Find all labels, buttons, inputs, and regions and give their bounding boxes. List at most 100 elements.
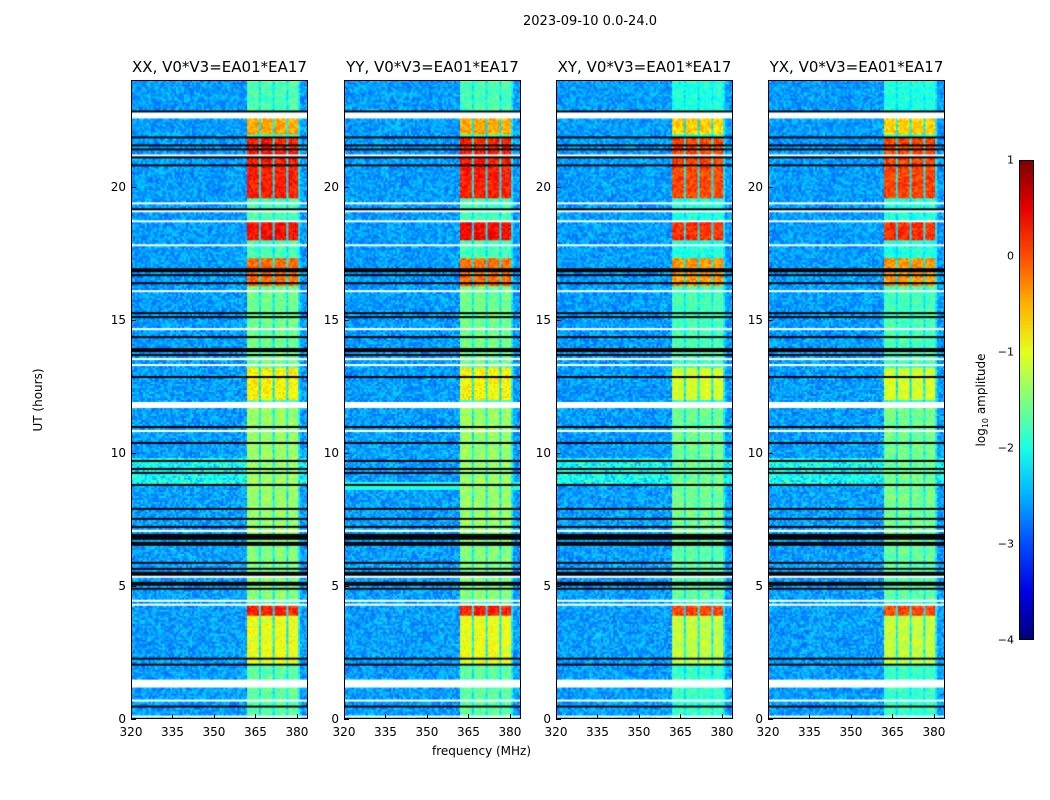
y-axis-label: UT (hours): [31, 368, 45, 432]
heatmap-image: [344, 80, 521, 719]
heatmap-image: [768, 80, 945, 719]
y-tick-label: 15: [110, 312, 126, 327]
x-tick-mark: [468, 714, 470, 719]
y-tick-mark: [131, 319, 136, 321]
x-tick-label: 380: [285, 725, 309, 739]
panel-4: YX, V0*V3=EA01*EA17 320 335 350 365 380 0 5 10 15…: [748, 58, 946, 739]
y-tick-mark: [768, 319, 773, 321]
x-tick-mark: [809, 714, 811, 719]
y-tick-mark: [556, 719, 561, 720]
x-tick-label: 380: [922, 725, 946, 739]
y-tick-mark: [344, 452, 349, 454]
x-tick-label: 335: [374, 725, 397, 739]
y-tick-label: 10: [747, 445, 763, 460]
x-tick-label: 350: [202, 725, 226, 739]
y-tick-label: 20: [323, 179, 339, 194]
panel-title: XX, V0*V3=EA01*EA17: [132, 58, 307, 76]
y-tick-label: 20: [747, 179, 763, 194]
y-tick-mark: [768, 719, 773, 720]
y-tick-label: 15: [323, 312, 339, 327]
x-axis-label: frequency (MHz): [432, 744, 532, 758]
y-tick-mark: [556, 585, 561, 587]
x-tick-mark: [426, 714, 428, 719]
x-tick-mark: [850, 714, 852, 719]
x-tick-label: 320: [544, 725, 568, 739]
y-tick-mark: [131, 585, 136, 587]
panel-title: YY, V0*V3=EA01*EA17: [346, 58, 519, 76]
x-tick-mark: [385, 714, 387, 719]
colorbar-tick-label: −4: [997, 633, 1014, 647]
x-tick-mark: [721, 714, 723, 719]
x-tick-mark: [255, 714, 257, 719]
x-tick-label: 365: [244, 725, 267, 739]
x-tick-label: 335: [798, 725, 821, 739]
x-tick-mark: [556, 714, 557, 719]
x-tick-mark: [680, 714, 682, 719]
y-tick-mark: [768, 186, 773, 188]
x-tick-label: 365: [669, 725, 692, 739]
panel-title: YX, V0*V3=EA01*EA17: [769, 58, 944, 76]
y-tick-label: 20: [110, 179, 126, 194]
x-tick-label: 350: [415, 725, 439, 739]
y-tick-label: 10: [535, 445, 551, 460]
y-tick-label: 0: [331, 712, 339, 726]
colorbar-tick-label: −3: [997, 537, 1014, 551]
y-tick-mark: [768, 585, 773, 587]
colorbar-tick-label: 1: [1007, 153, 1014, 167]
y-tick-label: 10: [110, 445, 126, 460]
y-tick-label: 0: [118, 712, 126, 726]
y-tick-label: 5: [331, 578, 339, 593]
y-tick-mark: [556, 452, 561, 454]
y-tick-mark: [556, 319, 561, 321]
x-tick-mark: [509, 714, 511, 719]
y-tick-label: 0: [755, 712, 763, 726]
x-tick-mark: [296, 714, 298, 719]
heatmap-image: [131, 80, 308, 719]
y-tick-mark: [131, 452, 136, 454]
colorbar-tick-label: 0: [1007, 249, 1014, 263]
x-tick-mark: [213, 714, 215, 719]
panel-1: XX, V0*V3=EA01*EA17 320 335 350 365 380 0 5 10 15…: [111, 58, 309, 739]
panel-3: XY, V0*V3=EA01*EA17 320 335 350 365 380 0 5 10 15…: [536, 58, 734, 739]
x-tick-label: 335: [161, 725, 184, 739]
x-tick-mark: [638, 714, 640, 719]
x-tick-mark: [172, 714, 174, 719]
y-tick-mark: [344, 585, 349, 587]
x-tick-label: 320: [119, 725, 143, 739]
x-tick-label: 365: [881, 725, 904, 739]
x-tick-label: 350: [627, 725, 651, 739]
y-tick-mark: [344, 186, 349, 188]
y-tick-mark: [344, 719, 349, 720]
x-tick-mark: [933, 714, 935, 719]
colorbar-label: log10 amplitude: [973, 353, 991, 447]
x-tick-mark: [892, 714, 894, 719]
y-tick-mark: [131, 719, 136, 720]
panel-2: YY, V0*V3=EA01*EA17 320 335 350 365 380 0 5 10 15…: [324, 58, 522, 739]
y-tick-label: 5: [543, 578, 551, 593]
colorbar-tick-label: −2: [997, 441, 1014, 455]
x-tick-label: 320: [332, 725, 356, 739]
x-tick-mark: [131, 714, 132, 719]
x-tick-label: 320: [756, 725, 780, 739]
y-tick-label: 0: [543, 712, 551, 726]
y-tick-mark: [768, 452, 773, 454]
x-tick-mark: [597, 714, 599, 719]
x-tick-label: 350: [839, 725, 863, 739]
panel-title: XY, V0*V3=EA01*EA17: [557, 58, 732, 76]
x-tick-label: 335: [586, 725, 609, 739]
y-tick-label: 15: [535, 312, 551, 327]
y-tick-label: 5: [755, 578, 763, 593]
x-tick-mark: [344, 714, 345, 719]
y-tick-label: 10: [323, 445, 339, 460]
y-tick-label: 5: [118, 578, 126, 593]
x-tick-mark: [768, 714, 769, 719]
colorbar-tick-label: −1: [997, 345, 1014, 359]
y-tick-label: 15: [747, 312, 763, 327]
x-tick-label: 365: [457, 725, 480, 739]
x-tick-label: 380: [498, 725, 522, 739]
y-tick-mark: [556, 186, 561, 188]
heatmap-image: [556, 80, 733, 719]
y-tick-label: 20: [535, 179, 551, 194]
y-tick-mark: [131, 186, 136, 188]
